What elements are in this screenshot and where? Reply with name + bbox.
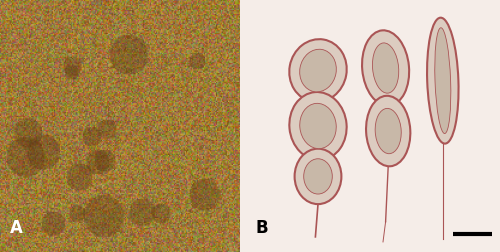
Ellipse shape	[290, 92, 346, 160]
Ellipse shape	[372, 43, 398, 93]
Text: A: A	[10, 219, 22, 237]
Text: B: B	[256, 219, 268, 237]
Ellipse shape	[294, 149, 342, 204]
Ellipse shape	[427, 18, 458, 144]
Ellipse shape	[366, 96, 410, 166]
Ellipse shape	[362, 30, 409, 106]
Ellipse shape	[300, 103, 336, 149]
Ellipse shape	[290, 39, 346, 102]
Ellipse shape	[375, 108, 401, 154]
Ellipse shape	[435, 28, 451, 134]
Ellipse shape	[300, 49, 337, 92]
Ellipse shape	[304, 159, 332, 194]
